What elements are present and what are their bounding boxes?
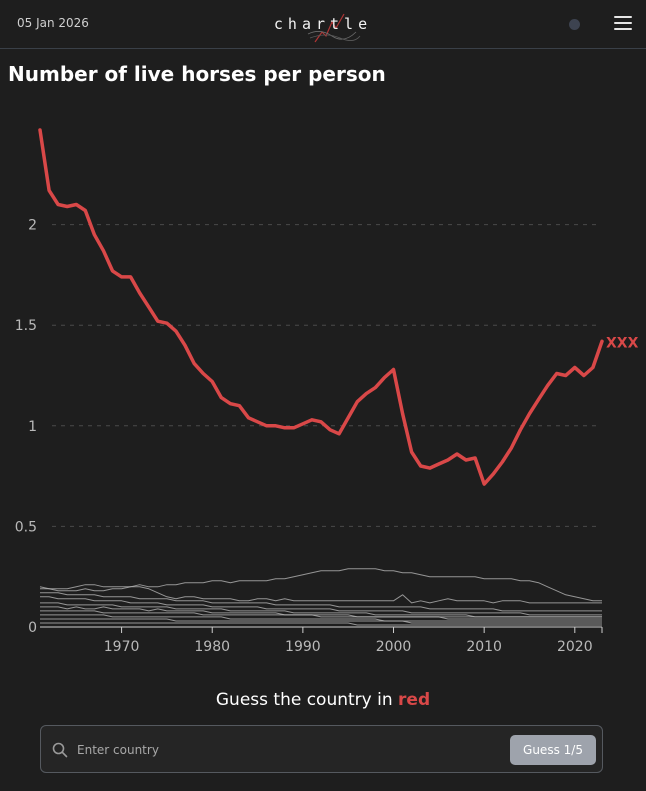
background-series-line: [40, 596, 602, 616]
y-tick-label: 2: [28, 218, 37, 234]
background-series-line: [40, 618, 602, 624]
background-series-line: [40, 614, 602, 622]
header-date: 05 Jan 2026: [17, 16, 89, 30]
y-tick-label: 1.5: [15, 318, 37, 334]
highlight-series-label: XXX: [606, 335, 639, 351]
guess-search-box: Guess 1/5: [40, 725, 603, 773]
hamburger-menu-icon[interactable]: [614, 16, 632, 32]
chart-title: Number of live horses per person: [8, 62, 386, 86]
background-series-line: [40, 610, 602, 618]
background-series-line: [40, 586, 602, 604]
y-tick-label: 0: [28, 620, 37, 636]
axes: 0 0.5 1 1.5 2 1970 1980 1990 2000 2010 2020: [15, 218, 603, 655]
status-dot: [569, 19, 580, 30]
x-tick-label: 2020: [557, 639, 593, 655]
y-tick-label: 1: [28, 419, 37, 435]
x-tick-label: 1990: [285, 639, 321, 655]
chartle-logo[interactable]: chartle: [260, 8, 386, 44]
highlight-series-line: [38, 128, 604, 486]
line-chart: 0 0.5 1 1.5 2 1970 1980 1990 2000 2010 2020 XXX: [15, 128, 639, 655]
background-series-line: [40, 606, 602, 620]
x-tick-label: 1980: [194, 639, 230, 655]
background-series-line: [40, 622, 602, 626]
background-series: [39, 568, 602, 626]
country-input[interactable]: [75, 736, 499, 764]
y-tick-label: 0.5: [15, 519, 37, 535]
prompt-text: Guess the country in: [215, 690, 399, 710]
background-series-line: [40, 592, 602, 612]
background-series-line: [39, 568, 602, 602]
highlight-series: XXX: [38, 128, 639, 486]
guess-prompt: Guess the country in red: [0, 690, 646, 710]
guess-button[interactable]: Guess 1/5: [510, 735, 596, 765]
top-bar: 05 Jan 2026 chartle: [0, 0, 646, 49]
x-tick-label: 1970: [104, 639, 140, 655]
logo-text: chartle: [273, 15, 373, 33]
search-icon: [52, 742, 68, 758]
logo-scribble-graphic: [307, 13, 361, 43]
gridlines: [52, 224, 598, 527]
x-tick-label: 2000: [376, 639, 412, 655]
prompt-highlight: red: [398, 690, 431, 710]
x-tick-label: 2010: [466, 639, 502, 655]
